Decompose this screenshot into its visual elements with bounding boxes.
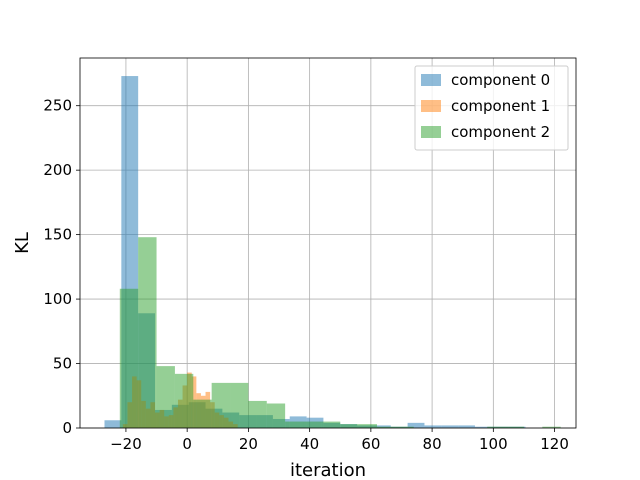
x-tick-label: 40 xyxy=(300,435,319,453)
legend-label: component 2 xyxy=(451,123,550,141)
histogram-bar xyxy=(193,399,212,428)
histogram-bar xyxy=(395,426,414,428)
x-tick-label: 60 xyxy=(361,435,380,453)
histogram-bar xyxy=(248,400,267,428)
legend-label: component 0 xyxy=(451,71,550,89)
histogram-bar xyxy=(542,426,561,428)
histogram-bar xyxy=(458,425,475,428)
x-tick-label: 0 xyxy=(182,435,192,453)
histogram-bar xyxy=(138,237,157,428)
legend-swatch xyxy=(421,100,441,112)
legend-swatch xyxy=(421,126,441,138)
legend: component 0 component 1 component 2 xyxy=(414,65,569,151)
x-tick-label: 20 xyxy=(239,435,258,453)
x-axis-ticks: −20 0 20 40 60 80 100 120 xyxy=(110,428,569,453)
legend-swatch xyxy=(421,74,441,86)
y-tick-label: 100 xyxy=(43,290,72,308)
x-tick-label: 80 xyxy=(423,435,442,453)
x-axis-label: iteration xyxy=(290,460,366,480)
legend-label: component 1 xyxy=(451,97,550,115)
histogram-bar xyxy=(321,421,341,428)
histogram-bar xyxy=(487,426,506,428)
histogram-bar xyxy=(424,425,442,428)
histogram-bars xyxy=(104,76,561,429)
y-axis-ticks: 0 50 100 150 200 250 xyxy=(43,97,80,437)
histogram-bar xyxy=(474,426,492,428)
y-tick-label: 50 xyxy=(53,355,72,373)
legend-box xyxy=(414,65,569,151)
histogram-bar xyxy=(266,403,286,428)
histogram-bar xyxy=(156,366,175,428)
x-tick-label: 100 xyxy=(479,435,508,453)
histogram-bar xyxy=(441,425,459,428)
histogram-bar xyxy=(407,422,425,428)
histogram-bar xyxy=(340,424,359,428)
histogram-bar xyxy=(376,426,396,428)
histogram-bar xyxy=(174,373,194,428)
histogram-bar xyxy=(505,426,524,428)
series-2-bars xyxy=(119,237,561,428)
histogram-bar xyxy=(104,420,122,428)
histogram-bar xyxy=(211,382,231,428)
y-tick-label: 150 xyxy=(43,226,72,244)
y-tick-label: 0 xyxy=(62,419,72,437)
histogram-bar xyxy=(285,421,304,428)
plot-frame xyxy=(79,57,577,429)
x-tick-label: 120 xyxy=(540,435,569,453)
histogram-bar xyxy=(303,421,322,428)
y-axis-label: KL xyxy=(12,232,33,254)
y-tick-label: 200 xyxy=(43,161,72,179)
histogram-bar xyxy=(119,288,139,428)
y-tick-label: 250 xyxy=(43,97,72,115)
x-tick-label: −20 xyxy=(110,435,142,453)
histogram-bar xyxy=(230,382,249,428)
histogram-bar xyxy=(358,424,377,428)
